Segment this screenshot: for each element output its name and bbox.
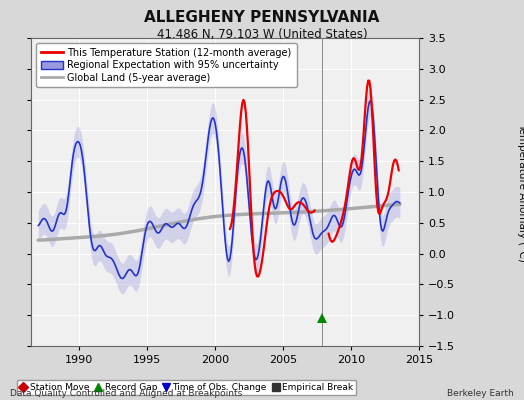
Y-axis label: Temperature Anomaly (°C): Temperature Anomaly (°C) bbox=[518, 122, 524, 262]
Text: Data Quality Controlled and Aligned at Breakpoints: Data Quality Controlled and Aligned at B… bbox=[10, 389, 243, 398]
Text: 41.486 N, 79.103 W (United States): 41.486 N, 79.103 W (United States) bbox=[157, 28, 367, 41]
Legend: Station Move, Record Gap, Time of Obs. Change, Empirical Break: Station Move, Record Gap, Time of Obs. C… bbox=[17, 380, 356, 395]
Text: ALLEGHENY PENNSYLVANIA: ALLEGHENY PENNSYLVANIA bbox=[144, 10, 380, 25]
Text: Berkeley Earth: Berkeley Earth bbox=[447, 389, 514, 398]
